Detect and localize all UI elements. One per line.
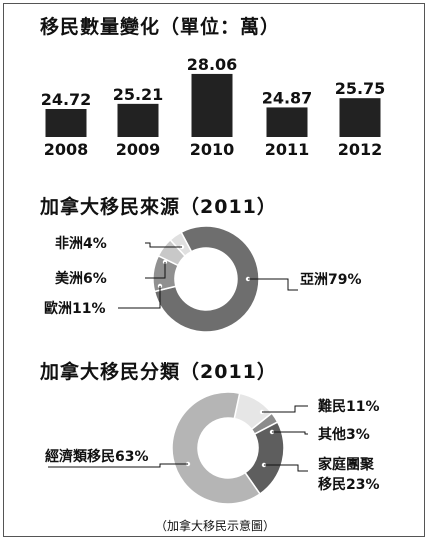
category-chart-title: 加拿大移民分類（2011） — [40, 361, 277, 383]
bar-value-label: 25.21 — [113, 85, 164, 104]
category-label-family-line2: 移民23% — [318, 476, 380, 493]
category-label-refugee: 難民11% — [318, 398, 380, 415]
leader-line-family — [264, 464, 308, 472]
leader-line-refugee — [262, 405, 308, 413]
bar-2012 — [339, 98, 381, 137]
bar-2008 — [45, 109, 87, 137]
bar-category-label: 2009 — [116, 140, 161, 159]
bar-value-label: 24.87 — [262, 88, 313, 107]
figure-frame — [3, 3, 425, 537]
category-label-economic: 經濟類移民63% — [45, 448, 149, 465]
source-label-asia: 亞洲79% — [300, 272, 362, 288]
footer-note: （加拿大移民示意圖） — [154, 519, 275, 533]
category-label-family: 家庭團聚移民23% — [318, 456, 380, 493]
source-label-africa: 非洲4% — [55, 235, 107, 252]
leader-line-asia — [248, 278, 298, 291]
leader-line-africa — [145, 242, 182, 248]
category-label-other: 其他3% — [318, 426, 370, 443]
bar-chart-title: 移民數量變化（單位：萬） — [40, 16, 281, 38]
bar-value-label: 25.75 — [335, 79, 386, 98]
source-label-europe: 歐洲11% — [44, 300, 106, 317]
bar-value-label: 24.72 — [41, 90, 92, 109]
source-chart-title: 加拿大移民來源（2011） — [40, 196, 277, 218]
bar-2009 — [117, 103, 159, 137]
bar-category-label: 2011 — [265, 140, 310, 159]
bar-2010 — [191, 73, 233, 137]
category-label-family-line1: 家庭團聚 — [318, 456, 375, 473]
bar-2011 — [266, 107, 308, 137]
source-donut-slice-3 — [169, 231, 193, 258]
source-label-america: 美洲6% — [55, 270, 107, 287]
bar-value-label: 28.06 — [187, 55, 238, 74]
category-donut-slice-3 — [171, 391, 262, 505]
leader-line-other — [272, 431, 308, 435]
leader-line-europe — [118, 286, 161, 309]
source-donut-slice-0 — [153, 225, 260, 333]
bar-category-label: 2010 — [190, 140, 235, 159]
leader-line-economic — [48, 463, 188, 468]
bar-category-label: 2008 — [44, 140, 89, 159]
leader-line-america — [145, 262, 166, 279]
bar-category-label: 2012 — [338, 140, 383, 159]
